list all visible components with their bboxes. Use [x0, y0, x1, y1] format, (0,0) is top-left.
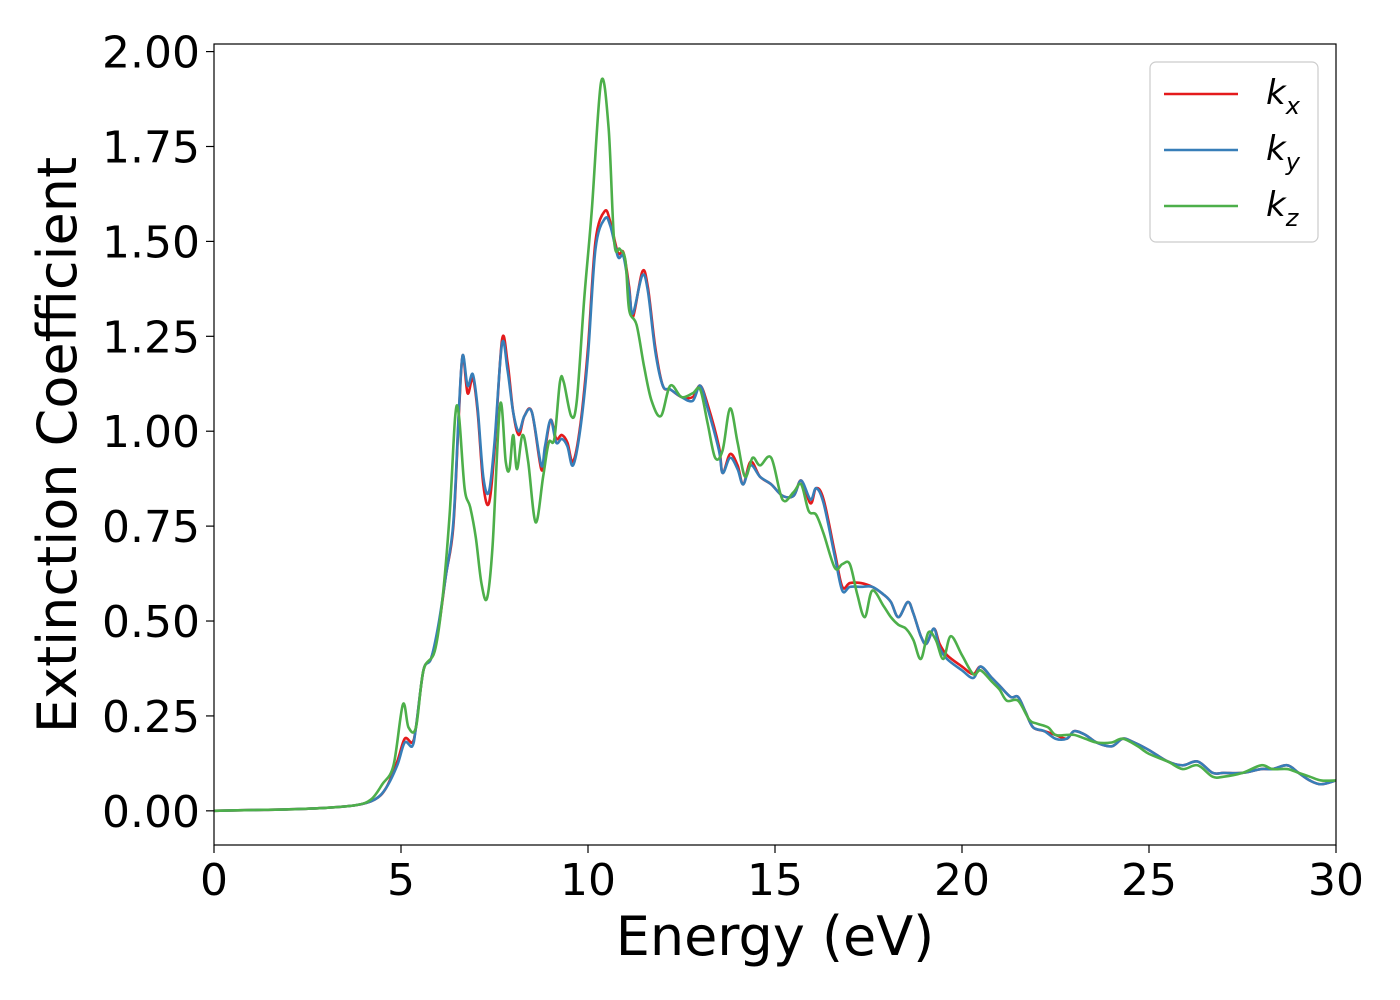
legend-label-k_x: kx	[1266, 73, 1301, 120]
x-tick-label: 5	[387, 855, 415, 906]
x-axis-ticks: 0 5 10 15 20 25 30	[200, 845, 1364, 906]
y-tick-label: 1.25	[102, 312, 200, 363]
legend-label-k_z: kz	[1266, 185, 1300, 232]
y-tick-label: 2.00	[102, 28, 200, 79]
x-tick-label: 0	[200, 855, 228, 906]
y-tick-label: 0.75	[102, 502, 200, 553]
legend-label-k_y: ky	[1266, 129, 1301, 176]
x-tick-label: 15	[747, 855, 803, 906]
y-tick-label: 1.50	[102, 217, 200, 268]
series-line-k_z	[214, 77, 1336, 813]
y-tick-label: 0.00	[102, 787, 200, 838]
x-axis-title: Energy (eV)	[616, 905, 935, 968]
y-axis-title: Extinction Coefficient	[26, 157, 89, 733]
y-tick-label: 1.00	[102, 407, 200, 458]
series-line-k_y	[214, 216, 1336, 813]
y-axis-ticks: 0.00 0.25 0.50 0.75 1.00 1.25 1.50 1.75 2.00	[102, 28, 214, 838]
x-tick-label: 25	[1121, 855, 1177, 906]
x-tick-label: 20	[934, 855, 990, 906]
x-tick-label: 10	[560, 855, 616, 906]
plot-area	[214, 77, 1336, 813]
y-tick-label: 0.25	[102, 692, 200, 743]
y-tick-label: 0.50	[102, 597, 200, 648]
x-tick-label: 30	[1308, 855, 1364, 906]
legend-box	[1149, 61, 1319, 243]
legend: kx ky kz	[1149, 61, 1319, 243]
y-tick-label: 1.75	[102, 122, 200, 173]
